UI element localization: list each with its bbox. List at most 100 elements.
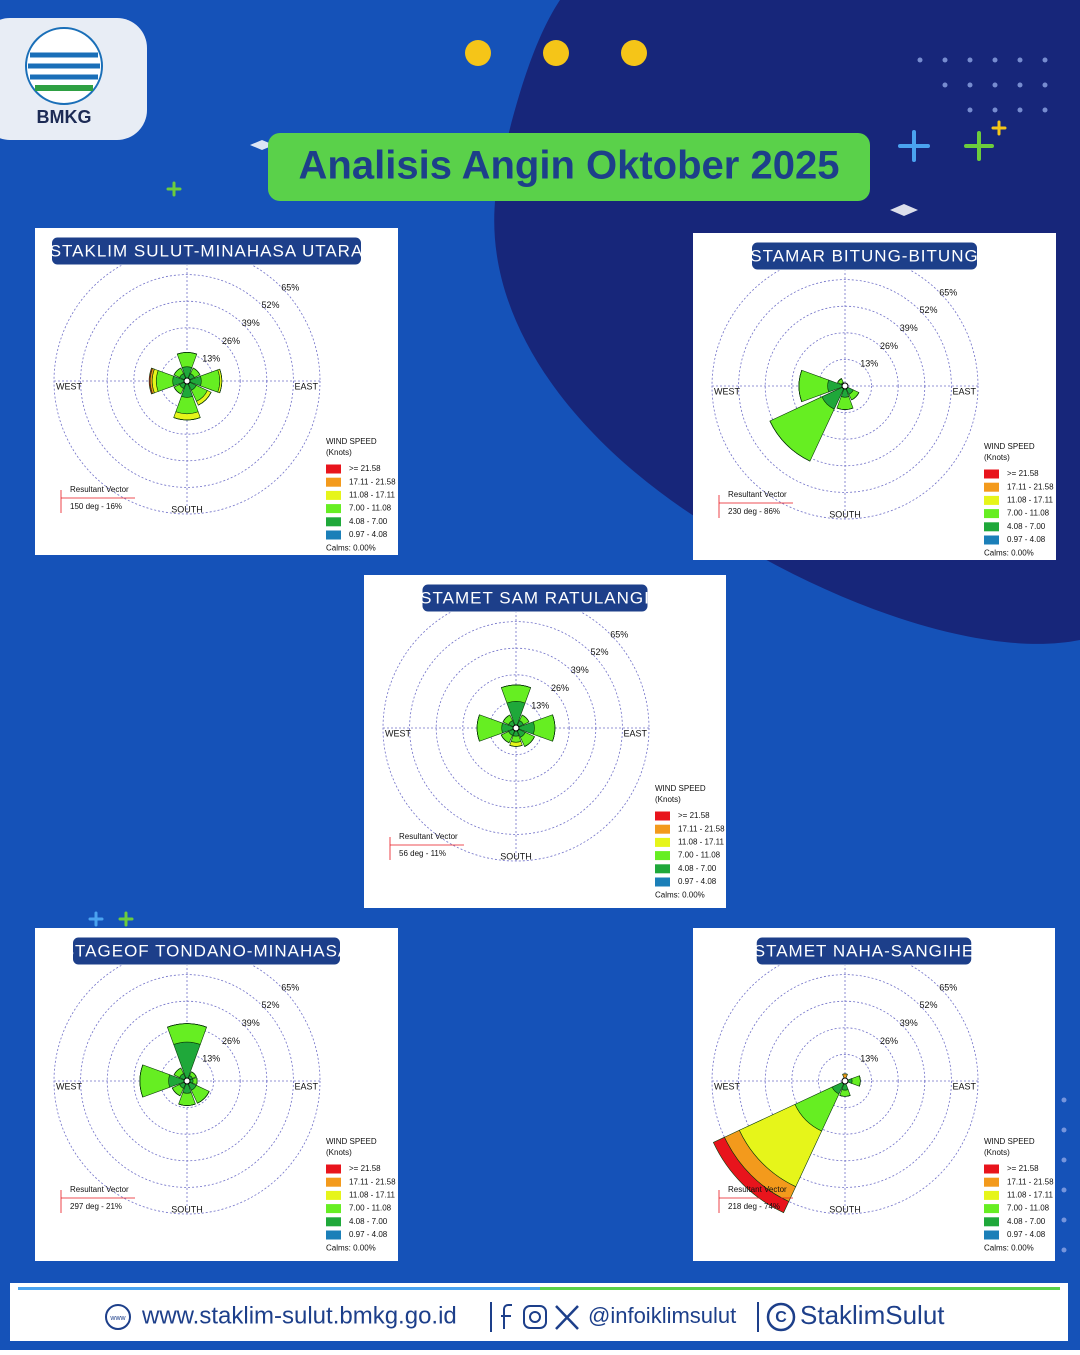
www-icon: www: [109, 1315, 126, 1322]
resultant-title: Resultant Vector: [399, 832, 458, 841]
wind-segment: [167, 1024, 206, 1045]
ring-label: 52%: [920, 1000, 938, 1010]
legend-swatch: [984, 483, 999, 492]
legend-swatch: [326, 465, 341, 474]
footer-website[interactable]: www.staklim-sulut.bmkg.go.id: [141, 1302, 457, 1329]
legend-swatch: [984, 1178, 999, 1187]
legend-unit: (Knots): [326, 448, 352, 457]
legend-title: WIND SPEED: [326, 437, 377, 446]
logo: BMKG: [0, 18, 147, 140]
direction-label: EAST: [952, 1081, 976, 1091]
legend-swatch: [326, 1231, 341, 1240]
direction-label: WEST: [56, 381, 83, 391]
legend-swatch: [326, 478, 341, 487]
legend-swatch: [326, 491, 341, 500]
resultant-value: 297 deg - 21%: [70, 1202, 122, 1211]
legend-swatch: [984, 1217, 999, 1226]
logo-text: BMKG: [37, 107, 92, 127]
legend-label: 0.97 - 4.08: [349, 530, 388, 539]
ring-label: 39%: [900, 1018, 918, 1028]
legend-swatch: [984, 1165, 999, 1174]
legend-swatch: [655, 812, 670, 821]
center: [842, 1078, 848, 1084]
legend-swatch: [326, 1217, 341, 1226]
ring-label: 52%: [920, 305, 938, 315]
legend-label: 17.11 - 21.58: [1007, 482, 1054, 491]
legend-label: 11.08 - 17.11: [1007, 1191, 1054, 1200]
legend-swatch: [326, 1165, 341, 1174]
legend-label: 4.08 - 7.00: [1007, 522, 1046, 531]
legend-label: 17.11 - 21.58: [678, 824, 725, 833]
ring-label: 65%: [939, 982, 957, 992]
calms: Calms: 0.00%: [984, 548, 1034, 557]
legend-label: 0.97 - 4.08: [1007, 1230, 1046, 1239]
ring-label: 13%: [531, 701, 549, 711]
legend-label: 7.00 - 11.08: [678, 851, 721, 860]
legend-title: WIND SPEED: [984, 1137, 1035, 1146]
legend-swatch: [984, 470, 999, 479]
legend-swatch: [984, 536, 999, 545]
direction-label: EAST: [294, 1081, 318, 1091]
resultant-value: 218 deg - 74%: [728, 1202, 780, 1211]
legend-swatch: [655, 851, 670, 860]
ring-label: 52%: [262, 300, 280, 310]
direction-label: EAST: [623, 728, 647, 738]
legend-swatch: [655, 864, 670, 873]
resultant-title: Resultant Vector: [70, 1185, 129, 1194]
direction-label: WEST: [56, 1081, 83, 1091]
legend-swatch: [984, 1204, 999, 1213]
legend-label: 7.00 - 11.08: [1007, 1204, 1050, 1213]
wind-segment: [193, 1078, 197, 1085]
legend-swatch: [326, 1204, 341, 1213]
ring-label: 26%: [222, 1036, 240, 1046]
legend-label: 11.08 - 17.11: [678, 838, 725, 847]
ring-label: 39%: [571, 665, 589, 675]
legend-swatch: [326, 517, 341, 526]
direction-label: SOUTH: [171, 1204, 203, 1214]
ring-label: 39%: [242, 318, 260, 328]
legend-label: 0.97 - 4.08: [1007, 535, 1046, 544]
legend-label: >= 21.58: [1007, 469, 1039, 478]
ring-label: 26%: [222, 336, 240, 346]
direction-label: WEST: [385, 728, 412, 738]
center: [842, 383, 848, 389]
legend-swatch: [655, 878, 670, 887]
ring-label: 39%: [242, 1018, 260, 1028]
legend-swatch: [326, 504, 341, 513]
center: [184, 1078, 190, 1084]
footer-handle[interactable]: @infoiklimsulut: [588, 1303, 736, 1328]
legend-label: 7.00 - 11.08: [349, 504, 392, 513]
legend-label: 17.11 - 21.58: [349, 1177, 396, 1186]
footer-copyright[interactable]: StaklimSulut: [800, 1300, 945, 1330]
legend-label: 11.08 - 17.11: [1007, 496, 1054, 505]
panel-title: STAMET SAM RATULANGI: [420, 588, 650, 607]
direction-label: SOUTH: [171, 504, 203, 514]
ring-label: 13%: [202, 1054, 220, 1064]
resultant-value: 56 deg - 11%: [399, 849, 446, 858]
calms: Calms: 0.00%: [326, 543, 376, 552]
resultant-title: Resultant Vector: [728, 490, 787, 499]
ring-label: 52%: [591, 647, 609, 657]
legend-unit: (Knots): [984, 1148, 1010, 1157]
wind-segment: [511, 736, 521, 743]
legend-label: 7.00 - 11.08: [1007, 509, 1050, 518]
panel-title: STAGEOF TONDANO-MINAHASA: [63, 941, 351, 960]
ring-label: 65%: [281, 282, 299, 292]
ring-label: 13%: [202, 354, 220, 364]
ring-label: 65%: [610, 629, 628, 639]
legend-swatch: [984, 509, 999, 518]
center: [184, 378, 190, 384]
resultant-value: 150 deg - 16%: [70, 502, 122, 511]
legend-label: 4.08 - 7.00: [349, 517, 388, 526]
legend-unit: (Knots): [655, 795, 681, 804]
legend-swatch: [984, 522, 999, 531]
legend-swatch: [655, 825, 670, 834]
legend-label: 4.08 - 7.00: [349, 1217, 388, 1226]
legend-swatch: [655, 838, 670, 847]
panel-title: STAKLIM SULUT-MINAHASA UTARA: [50, 241, 364, 260]
center: [513, 725, 519, 731]
